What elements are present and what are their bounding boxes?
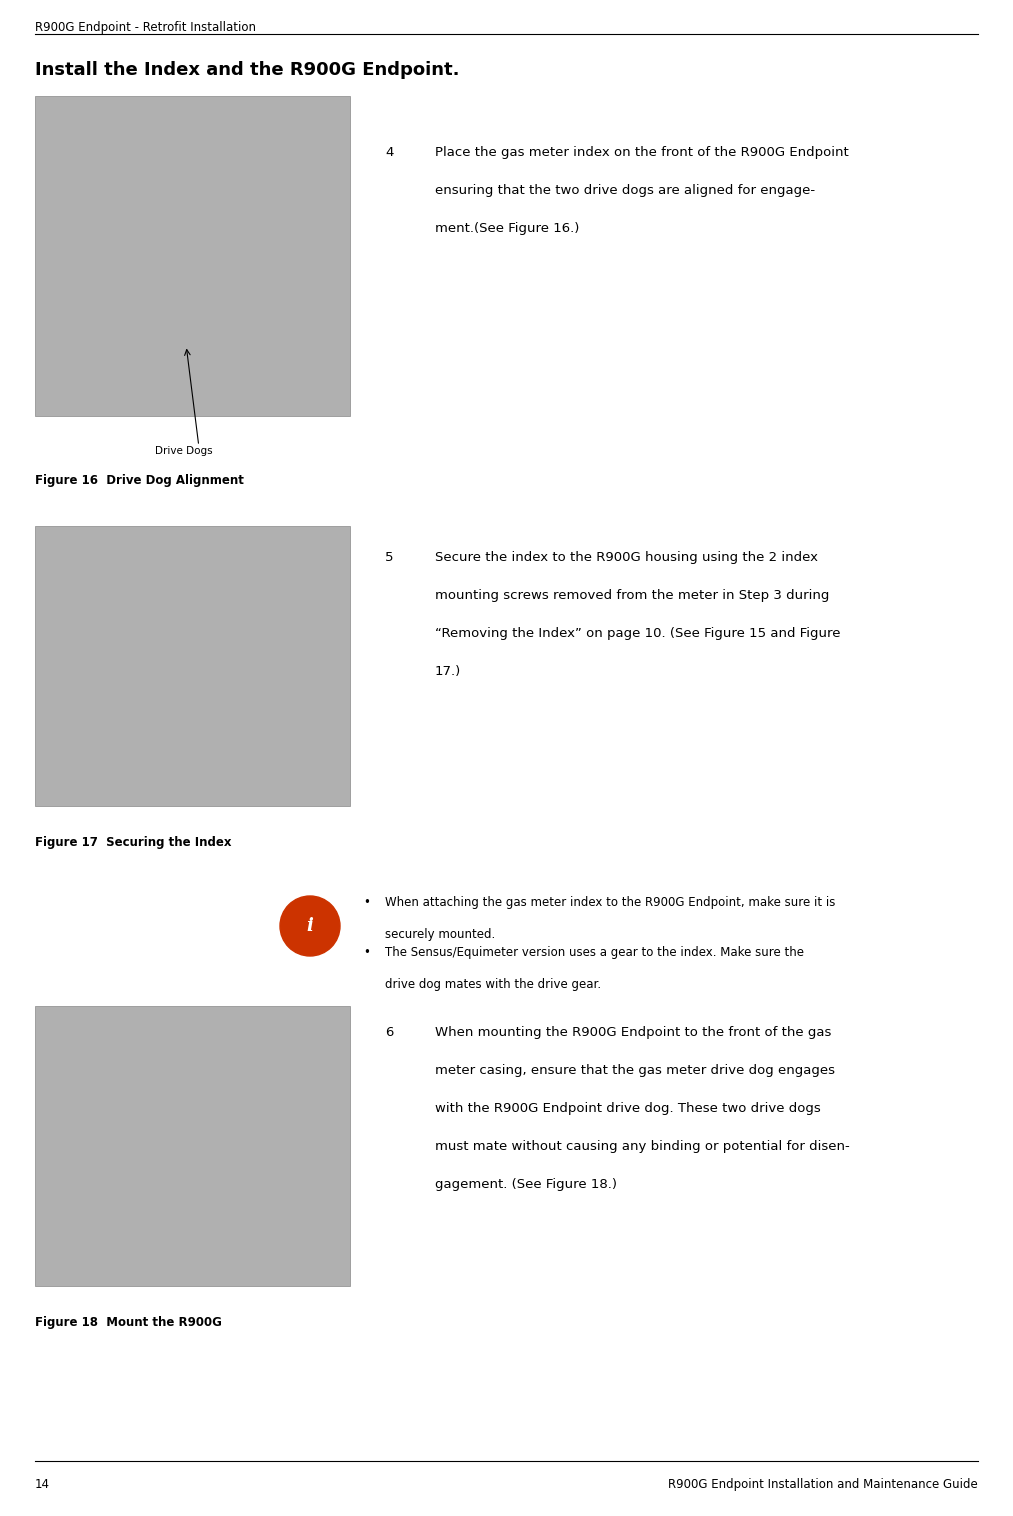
- Text: with the R900G Endpoint drive dog. These two drive dogs: with the R900G Endpoint drive dog. These…: [435, 1102, 821, 1114]
- Text: drive dog mates with the drive gear.: drive dog mates with the drive gear.: [385, 978, 601, 991]
- Text: ment.(See Figure 16.): ment.(See Figure 16.): [435, 221, 579, 235]
- Text: R900G Endpoint - Retrofit Installation: R900G Endpoint - Retrofit Installation: [35, 21, 256, 33]
- Text: “Removing the Index” on page 10. (See Figure 15 and Figure: “Removing the Index” on page 10. (See Fi…: [435, 628, 841, 640]
- Text: 17.): 17.): [435, 666, 461, 678]
- Text: Figure 16  Drive Dog Alignment: Figure 16 Drive Dog Alignment: [35, 475, 244, 487]
- Text: gagement. (See Figure 18.): gagement. (See Figure 18.): [435, 1178, 617, 1192]
- Text: ensuring that the two drive dogs are aligned for engage-: ensuring that the two drive dogs are ali…: [435, 183, 815, 197]
- Text: The Sensus/Equimeter version uses a gear to the index. Make sure the: The Sensus/Equimeter version uses a gear…: [385, 946, 804, 960]
- Text: must mate without causing any binding or potential for disen-: must mate without causing any binding or…: [435, 1140, 850, 1154]
- Bar: [35, 96, 350, 415]
- Text: When attaching the gas meter index to the R900G Endpoint, make sure it is: When attaching the gas meter index to th…: [385, 896, 836, 910]
- Text: 4: 4: [385, 146, 393, 159]
- Text: When mounting the R900G Endpoint to the front of the gas: When mounting the R900G Endpoint to the …: [435, 1026, 832, 1038]
- Circle shape: [280, 896, 340, 957]
- Text: Secure the index to the R900G housing using the 2 index: Secure the index to the R900G housing us…: [435, 550, 819, 564]
- Text: R900G Endpoint Installation and Maintenance Guide: R900G Endpoint Installation and Maintena…: [669, 1478, 978, 1492]
- Text: 5: 5: [385, 550, 393, 564]
- Text: Install the Index and the R900G Endpoint.: Install the Index and the R900G Endpoint…: [35, 61, 460, 79]
- Text: meter casing, ensure that the gas meter drive dog engages: meter casing, ensure that the gas meter …: [435, 1064, 835, 1076]
- Text: securely mounted.: securely mounted.: [385, 928, 495, 941]
- Text: Figure 17  Securing the Index: Figure 17 Securing the Index: [35, 835, 232, 849]
- Text: 6: 6: [385, 1026, 393, 1038]
- Text: Place the gas meter index on the front of the R900G Endpoint: Place the gas meter index on the front o…: [435, 146, 849, 159]
- Text: i: i: [307, 917, 313, 935]
- Bar: [35, 526, 350, 807]
- Text: Figure 18  Mount the R900G: Figure 18 Mount the R900G: [35, 1316, 222, 1330]
- Text: 14: 14: [35, 1478, 50, 1492]
- Text: Drive Dogs: Drive Dogs: [155, 446, 213, 456]
- Text: •: •: [363, 946, 370, 960]
- Text: •: •: [363, 896, 370, 910]
- Text: mounting screws removed from the meter in Step 3 during: mounting screws removed from the meter i…: [435, 590, 830, 602]
- Bar: [35, 1007, 350, 1286]
